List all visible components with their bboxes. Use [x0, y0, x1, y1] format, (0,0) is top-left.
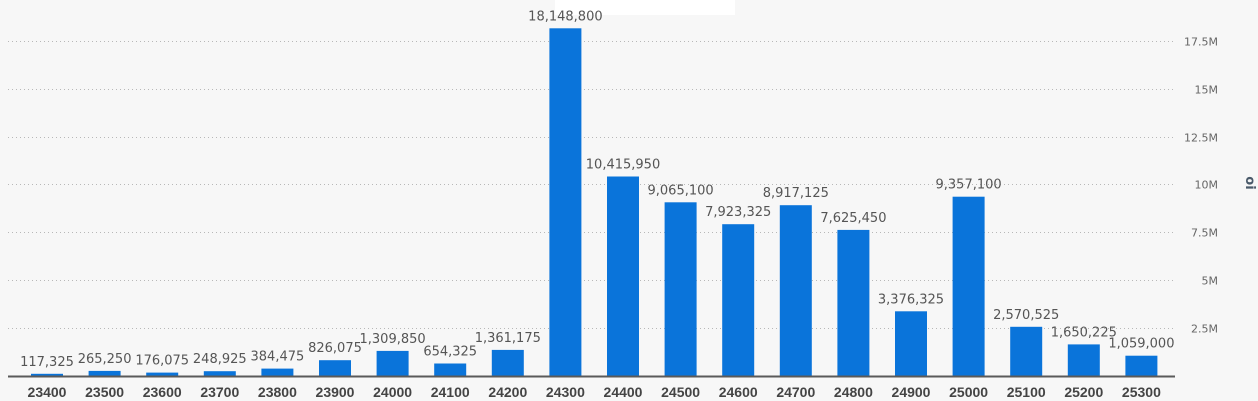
bar-24700[interactable]: [779, 205, 812, 376]
y-axis-ticks: 2.5M 5M 7.5M 10M 12.5M 15M 17.5M: [1184, 36, 1218, 336]
x-tick-label: 24300: [546, 384, 585, 400]
bar-24400[interactable]: [607, 176, 639, 377]
data-label: 18,148,800: [528, 9, 602, 24]
bar-25000[interactable]: [952, 196, 985, 376]
y-tick-label: 10M: [1195, 179, 1219, 192]
y-tick-label: 7.5M: [1191, 227, 1218, 240]
x-tick-label: 25300: [1122, 384, 1161, 400]
data-label: 176,075: [135, 354, 189, 369]
x-tick-label: 24100: [431, 384, 470, 400]
data-label: 1,309,850: [360, 332, 426, 347]
x-tick-label: 24400: [604, 384, 643, 400]
x-tick-label: 24000: [373, 384, 412, 400]
bar-23400[interactable]: [31, 373, 63, 376]
data-label: 7,625,450: [820, 211, 886, 226]
x-tick-label: 25200: [1064, 384, 1103, 400]
data-label: 654,325: [423, 345, 477, 360]
x-tick-label: 23600: [143, 384, 182, 400]
data-label: 384,475: [251, 350, 305, 365]
data-label: 8,917,125: [763, 186, 829, 201]
bar-25300[interactable]: [1125, 355, 1158, 376]
y-tick-label: 2.5M: [1191, 323, 1218, 336]
bar-24900[interactable]: [895, 311, 927, 376]
data-label: 117,325: [20, 355, 74, 370]
x-tick-label: 25000: [949, 384, 988, 400]
y-tick-label: 5M: [1202, 275, 1219, 288]
data-label: 3,376,325: [878, 292, 944, 307]
bars: [31, 28, 1158, 377]
data-label: 10,415,950: [586, 158, 660, 173]
x-tick-label: 23900: [316, 384, 355, 400]
x-axis-ticks: 23400 23500 23600 23700 23800 23900 24000 24100…: [28, 384, 1162, 400]
data-label: 9,065,100: [648, 183, 714, 198]
bar-24000[interactable]: [376, 350, 409, 376]
data-label: 1,059,000: [1108, 337, 1174, 352]
bar-24100[interactable]: [434, 363, 467, 377]
bar-24800[interactable]: [837, 229, 870, 376]
x-tick-label: 23700: [200, 384, 239, 400]
x-tick-label: 24500: [661, 384, 700, 400]
bar-24500[interactable]: [664, 202, 697, 376]
data-label: 1,650,225: [1051, 325, 1117, 340]
x-tick-label: 24200: [488, 384, 527, 400]
y-tick-label: 15M: [1195, 84, 1219, 97]
bar-25100[interactable]: [1010, 326, 1043, 376]
data-label: 1,361,175: [475, 331, 541, 346]
x-tick-label: 24600: [719, 384, 758, 400]
bar-23800[interactable]: [261, 368, 294, 376]
x-tick-label: 24800: [834, 384, 873, 400]
bar-23600[interactable]: [146, 372, 179, 376]
x-tick-label: 23500: [85, 384, 124, 400]
bar-23900[interactable]: [319, 360, 351, 376]
y-tick-label: 17.5M: [1184, 36, 1218, 49]
data-label: 2,570,525: [993, 308, 1059, 323]
bar-25200[interactable]: [1067, 344, 1100, 376]
bar-23500[interactable]: [88, 370, 121, 376]
bar-24200[interactable]: [491, 349, 524, 376]
x-tick-label: 23400: [28, 384, 67, 400]
data-label: 248,925: [193, 352, 247, 367]
x-tick-label: 25100: [1007, 384, 1046, 400]
tooltip-remnant: [555, 0, 735, 15]
data-label: 265,250: [78, 352, 132, 367]
data-label: 7,923,325: [705, 205, 771, 220]
x-tick-label: 24700: [776, 384, 815, 400]
bar-23700[interactable]: [203, 371, 236, 376]
y-axis-title: oi: [1242, 176, 1257, 189]
bar-24600[interactable]: [722, 224, 755, 376]
data-labels: 117,325 265,250 176,075 248,925 384,475826,0…: [20, 9, 1174, 370]
data-label: 9,357,100: [936, 178, 1002, 193]
x-tick-label: 24900: [892, 384, 931, 400]
x-tick-label: 23800: [258, 384, 297, 400]
bar-24300[interactable]: [549, 28, 582, 377]
y-tick-label: 12.5M: [1184, 132, 1218, 145]
data-label: 826,075: [308, 341, 362, 356]
